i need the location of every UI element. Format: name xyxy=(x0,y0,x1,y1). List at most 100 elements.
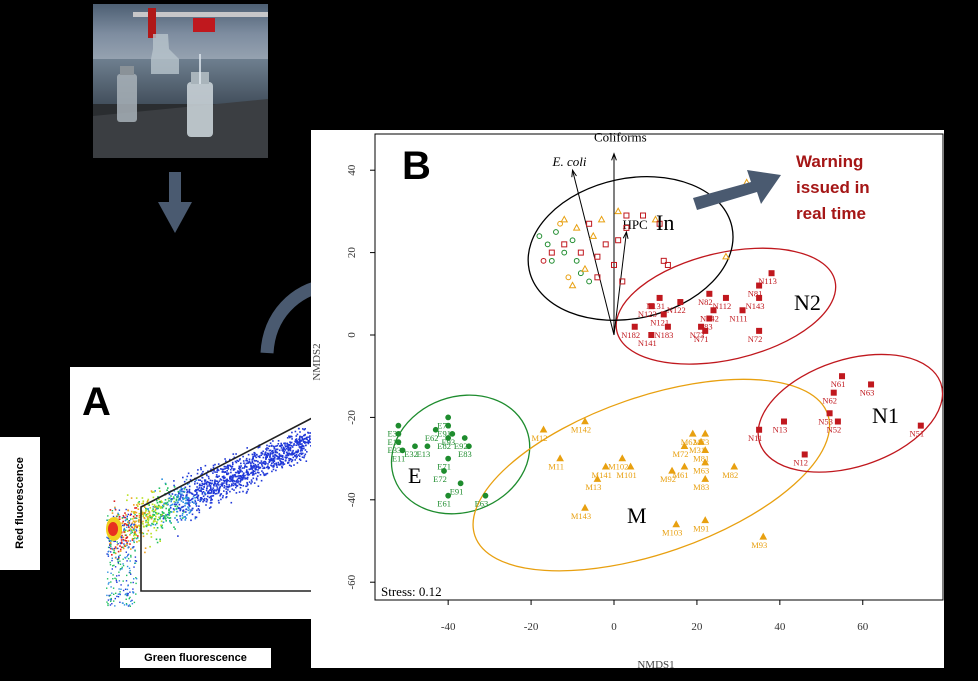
point-n2 xyxy=(656,294,663,301)
point-in xyxy=(597,215,606,223)
cluster-ellipse-n2 xyxy=(615,247,837,365)
point-e xyxy=(449,430,456,437)
cluster-label-e: E xyxy=(408,463,421,488)
vector-label-coliforms: Coliforms xyxy=(594,130,647,145)
warning-line-3: real time xyxy=(796,204,866,223)
point-e xyxy=(412,443,418,450)
vector-arrowhead xyxy=(571,168,577,178)
warning-line-2: issued in xyxy=(796,178,870,197)
point-n2 xyxy=(648,303,655,310)
point-m xyxy=(672,520,681,528)
point-m xyxy=(539,425,548,433)
point-label: N82 xyxy=(698,297,713,307)
point-in xyxy=(573,257,580,264)
point-label: N51 xyxy=(909,429,924,439)
point-in xyxy=(577,270,584,277)
point-m xyxy=(701,474,710,482)
point-e xyxy=(424,443,431,450)
point-m xyxy=(701,516,710,524)
point-in xyxy=(594,274,601,281)
cluster-label-n2: N2 xyxy=(794,290,821,315)
point-label: N62 xyxy=(822,396,837,406)
point-n1 xyxy=(801,451,808,458)
point-label: M143 xyxy=(571,511,591,521)
point-label: E11 xyxy=(392,453,405,463)
point-in xyxy=(581,264,589,272)
point-in xyxy=(544,241,551,248)
panel-b-letter: B xyxy=(402,144,431,188)
point-label: E31 xyxy=(388,429,402,439)
point-n2 xyxy=(702,327,709,334)
point-label: E82 xyxy=(437,441,451,451)
panel-a-letter: A xyxy=(82,380,111,424)
point-label: M92 xyxy=(660,474,676,484)
point-label: N53 xyxy=(818,416,833,426)
point-in xyxy=(602,241,609,248)
point-m xyxy=(556,454,564,462)
point-in xyxy=(577,249,584,256)
cluster-ellipse-in xyxy=(527,176,734,321)
point-label: M12 xyxy=(531,433,547,443)
point-in xyxy=(722,252,730,260)
point-label: N11 xyxy=(748,433,762,443)
point-in xyxy=(569,237,576,244)
point-label: M83 xyxy=(693,482,709,492)
point-in xyxy=(615,237,622,244)
point-label: E33 xyxy=(388,445,402,455)
point-in xyxy=(594,253,601,260)
point-e xyxy=(445,435,452,441)
point-m xyxy=(601,462,610,470)
cluster-labels: In N2 N1 E M xyxy=(408,210,899,528)
y-tick-label: -20 xyxy=(346,410,358,425)
point-label: E72 xyxy=(433,474,447,484)
point-label: N111 xyxy=(729,313,747,323)
point-label: M72 xyxy=(672,449,688,459)
point-in xyxy=(623,224,630,231)
point-label: M31 xyxy=(689,445,705,455)
point-label: E12 xyxy=(388,437,402,447)
point-e xyxy=(395,430,402,437)
point-m xyxy=(581,503,589,511)
point-in xyxy=(572,223,581,231)
point-e xyxy=(461,435,468,441)
point-n1 xyxy=(868,381,875,388)
point-in xyxy=(553,229,559,235)
point-in xyxy=(548,257,555,264)
point-label: E32 xyxy=(404,449,418,459)
point-label: M61 xyxy=(672,470,688,480)
point-m xyxy=(701,446,710,454)
point-label: N73 xyxy=(690,330,705,340)
point-e xyxy=(395,422,402,429)
point-m xyxy=(688,429,697,437)
point-m xyxy=(680,442,689,449)
point-label: E61 xyxy=(437,499,451,509)
vector-arrowhead xyxy=(622,230,629,239)
point-n2 xyxy=(677,299,684,306)
point-m xyxy=(759,532,768,540)
y-tick-label: -60 xyxy=(346,574,358,589)
point-m xyxy=(701,458,710,466)
point-label: N113 xyxy=(758,276,777,286)
point-label: M81 xyxy=(693,453,709,463)
point-in xyxy=(540,257,547,264)
y-tick-label: -40 xyxy=(346,492,358,507)
point-label: E63 xyxy=(475,499,489,509)
point-label: E93 xyxy=(441,437,455,447)
point-label: E73 xyxy=(437,420,451,430)
point-in xyxy=(614,207,622,215)
arrow-down-icon xyxy=(158,172,192,233)
point-m xyxy=(730,462,739,470)
point-label: M91 xyxy=(693,523,709,533)
cluster-ellipses xyxy=(390,176,944,572)
point-n2 xyxy=(756,294,763,301)
point-label: N141 xyxy=(638,338,657,348)
point-label: N122 xyxy=(667,305,686,315)
panel-b-nmds-plot: -40 -20 0 20 40 60 40 20 0 -20 -40 -60 E. coli Colif… xyxy=(311,130,944,671)
point-n2 xyxy=(631,323,638,330)
y-tick-label: 40 xyxy=(346,164,358,176)
cluster-ellipse-n1 xyxy=(757,353,944,473)
point-e xyxy=(445,492,452,499)
point-m xyxy=(701,429,710,437)
point-m xyxy=(668,466,676,474)
point-label: M102 xyxy=(608,462,628,472)
